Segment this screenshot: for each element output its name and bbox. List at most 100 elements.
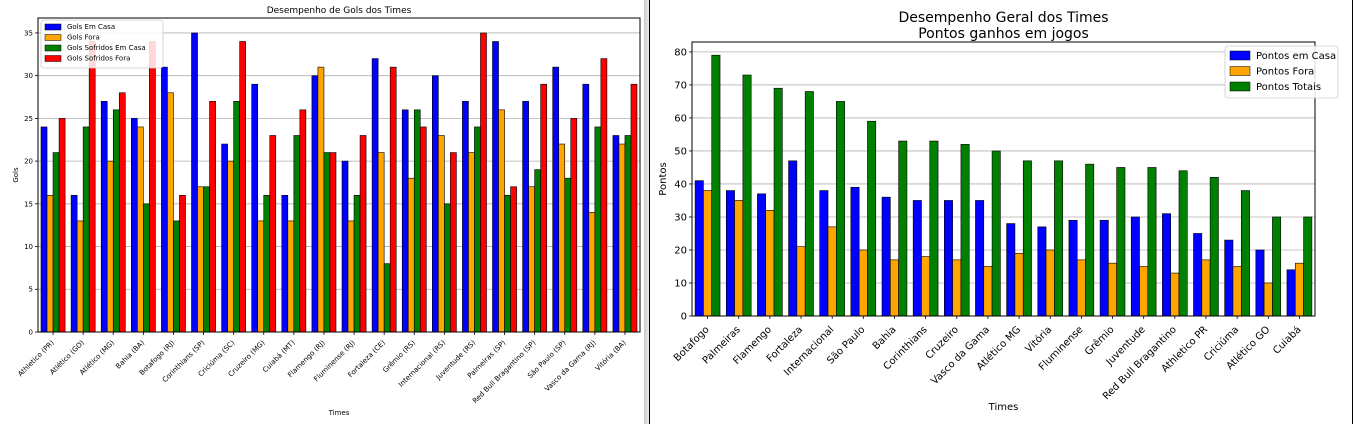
bar [173,220,180,333]
bar [438,135,445,333]
y-tick-label: 20 [24,158,33,166]
y-tick-label: 40 [674,179,687,190]
bar [1263,282,1273,317]
plot-frame [37,17,641,333]
bar [191,32,198,333]
bar [1170,272,1180,317]
bar [112,109,120,333]
bar [359,135,367,333]
legend-swatch [44,44,62,52]
y-tick-label: 5 [29,286,33,294]
bar [991,150,1001,317]
y-tick-label: 30 [674,212,687,223]
bar [594,126,602,333]
y-tick-label: 50 [674,146,687,157]
bar [293,135,301,333]
bar [528,186,535,333]
bar [233,101,240,333]
bar [600,58,608,333]
bar [1022,160,1032,317]
bar [630,83,638,333]
bar [1224,239,1234,317]
y-tick-label: 35 [24,29,33,37]
bar [588,212,596,333]
bar [462,101,469,333]
bar [100,101,108,333]
bar [239,41,246,333]
y-tick-label: 30 [24,72,33,80]
bar [912,200,922,317]
bar [480,32,487,333]
bar [1139,266,1149,317]
bar [76,220,84,333]
legend-swatch [44,23,62,31]
bar [203,186,210,333]
bar [40,126,48,333]
bar [757,193,767,317]
legend-label: Gols Sofridos Em Casa [67,44,146,52]
bar [1076,259,1086,317]
bar [1130,216,1140,317]
legend-label: Pontos Totais [1256,82,1321,93]
bar [867,120,877,317]
y-tick-label: 70 [674,80,687,91]
bar [179,194,186,333]
bar [118,92,126,333]
bar [389,66,397,333]
bar [1006,223,1016,317]
bar [377,152,385,333]
bar [827,226,837,317]
bar [263,194,271,333]
x-tick-label: Vitória [1023,324,1054,355]
bar [137,126,144,333]
x-tick-label: Bahia [871,324,899,352]
bar [498,109,505,333]
bar [836,101,845,317]
bar [552,66,560,333]
bar [898,140,908,317]
legend-label: Gols Sofridos Fora [67,55,130,63]
y-axis-label: Pontos [658,162,669,195]
y-tick-label: 15 [24,200,33,208]
bar [311,75,319,333]
bar [1178,170,1188,317]
bar [1037,226,1047,317]
chart-subtitle: Pontos ganhos em jogos [918,26,1089,42]
x-tick-label: Bahia (BA) [114,339,146,371]
bar [582,83,590,333]
bar [444,203,451,333]
bar [1108,262,1117,317]
bar [734,200,744,317]
bar [1232,266,1242,317]
bar [540,83,547,333]
bar [788,160,798,317]
bar [1294,262,1304,317]
bar [1045,249,1055,317]
bar [612,135,620,333]
bar [773,87,783,317]
y-tick-label: 20 [674,245,687,256]
bar [624,135,632,333]
bar [725,190,735,317]
legend-label: Gols Fora [67,34,100,42]
points-chart: 01020304050607080BotafogoPalmeirasFlamen… [658,10,1339,413]
y-axis-label: Gols [12,167,20,183]
y-tick-label: 25 [24,115,33,123]
bar [1272,216,1282,317]
bar [504,194,511,333]
y-tick-label: 80 [674,47,687,58]
bar [474,126,481,333]
bar [1054,160,1063,317]
chart-title: Desempenho de Gols dos Times [267,6,412,16]
bar [209,101,216,333]
bar [796,246,806,317]
bar [1240,190,1250,317]
bar [765,210,775,317]
bar [468,152,475,333]
bar [143,203,150,333]
bar [251,83,259,333]
bar [58,118,66,333]
bar [257,220,265,333]
bar [131,118,138,333]
bar [850,186,860,317]
